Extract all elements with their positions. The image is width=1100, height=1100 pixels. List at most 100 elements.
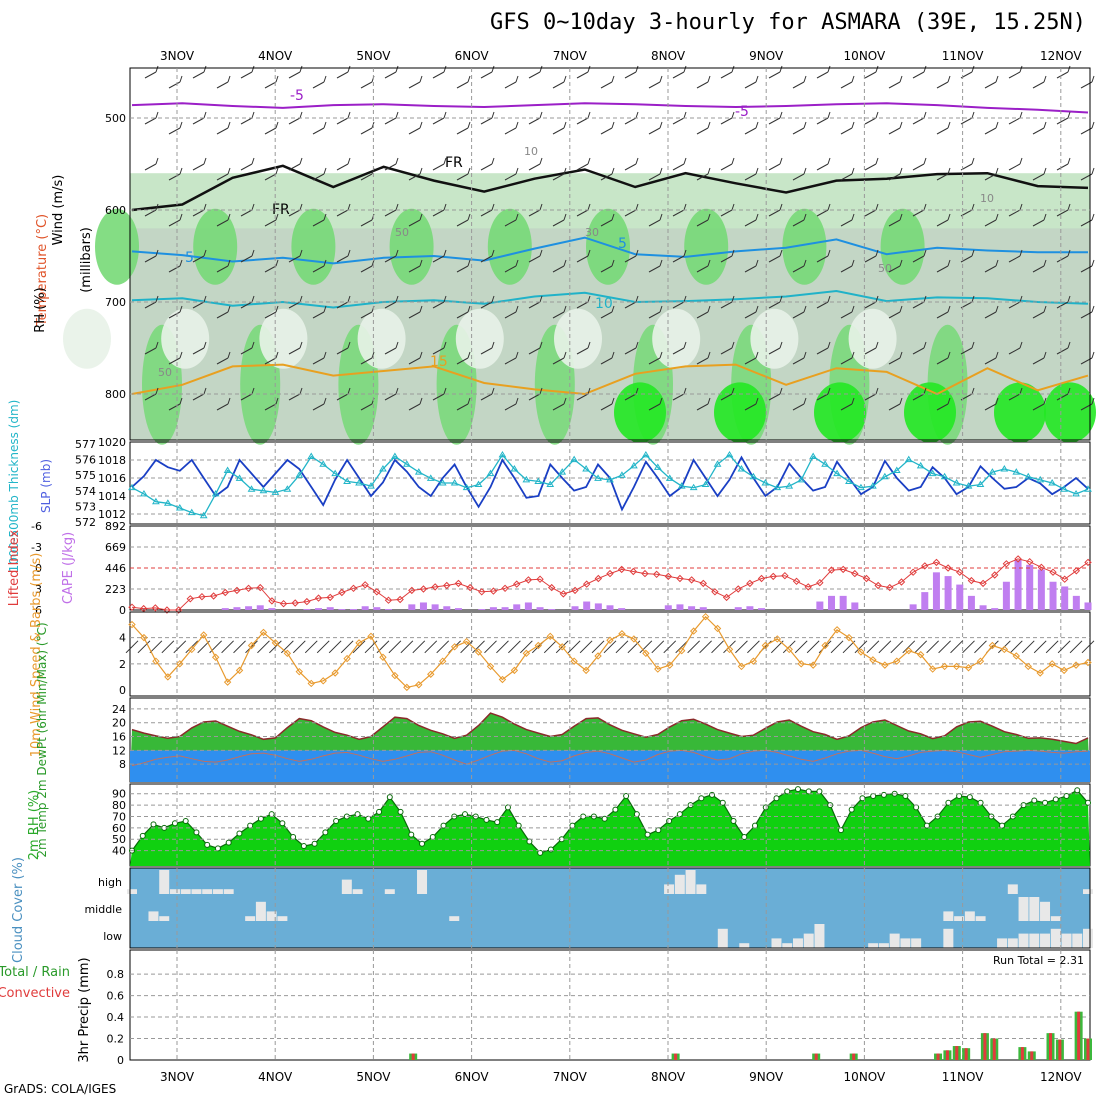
wind-barb: [971, 157, 975, 165]
rh-marker: [623, 792, 630, 799]
wind-barb: [480, 255, 493, 263]
rh-marker: [655, 827, 662, 834]
wind-barb: [515, 213, 519, 221]
wind-barb: [552, 173, 565, 181]
slp-frame: [129, 441, 1091, 525]
wind-barb: [747, 640, 760, 654]
wind-barb: [192, 255, 205, 263]
rh-blob-light: [455, 308, 504, 369]
wind-barb: [971, 203, 975, 211]
wind-barb: [888, 311, 901, 319]
wind-barb: [672, 163, 685, 171]
cloud-layer-label: high: [98, 876, 122, 889]
thickness-marker: [749, 472, 758, 480]
wind-barb: [624, 209, 637, 217]
wind-barb: [755, 121, 759, 129]
wind-barb: [456, 81, 469, 89]
wind-barb: [1045, 640, 1059, 654]
lifted-index-marker: [816, 578, 824, 587]
wind-barb: [936, 173, 949, 181]
wind-barb: [683, 65, 687, 73]
wind-speed-marker: [845, 633, 853, 642]
rh-units-label: RH (%): [33, 287, 48, 332]
wind-barb: [347, 111, 351, 119]
wind-barb: [360, 403, 373, 411]
wind-barb: [395, 203, 399, 211]
wind-barb: [1032, 357, 1045, 365]
wind-barb: [552, 357, 565, 365]
wind-barb: [1008, 255, 1021, 263]
wind-barb: [323, 259, 327, 267]
wind-barb: [491, 111, 495, 119]
wind-barb: [504, 357, 517, 365]
slp-axis-label: SLP (mb): [39, 459, 53, 513]
wind-barb: [312, 81, 325, 89]
wind-barb: [563, 167, 567, 175]
lifted-index-marker: [699, 579, 707, 588]
rh-blob-light: [554, 308, 602, 369]
wind-barb: [1008, 347, 1021, 355]
cloud-cell: [1083, 928, 1093, 948]
wind-speed-marker: [247, 641, 256, 650]
wind-barb: [792, 265, 805, 273]
lifted-index-marker: [1026, 557, 1034, 566]
wind-barb: [155, 295, 159, 303]
wind-barb: [552, 219, 565, 227]
wind-speed-marker: [606, 636, 614, 644]
wind-barb: [587, 111, 591, 119]
wind-barb: [576, 209, 589, 217]
wind-barb: [491, 203, 495, 211]
wind-barb: [816, 301, 829, 309]
rh-tick: 80: [112, 799, 126, 812]
wind-barb: [179, 397, 183, 405]
lifted-index-marker: [128, 603, 136, 611]
thickness-marker: [916, 461, 925, 469]
wind-barb: [851, 167, 855, 175]
wind-barb: [768, 347, 781, 355]
cape-bar: [944, 576, 952, 610]
wind-barb: [419, 121, 423, 129]
wind-barb: [480, 163, 493, 171]
wind-barb: [816, 393, 829, 401]
wind-speed-marker: [821, 641, 829, 650]
precip-conv-bar: [964, 1048, 968, 1060]
cloud-bg: [130, 868, 1090, 948]
lifted-index-marker: [1072, 567, 1081, 575]
wind-barb: [659, 305, 663, 313]
wind-barb: [744, 403, 757, 411]
wind-barb: [299, 341, 303, 349]
wind-barb: [936, 403, 949, 411]
wind-barb: [960, 347, 973, 355]
wind-barb: [539, 157, 543, 165]
wind-speed-marker: [594, 652, 602, 660]
wind-barb: [995, 213, 999, 221]
rh-contour-label: 10: [980, 192, 994, 205]
wind-barb: [803, 351, 807, 359]
rh-marker: [150, 821, 157, 828]
rh-marker: [709, 791, 716, 798]
wind-barb: [624, 347, 637, 355]
lifted-index-marker: [769, 572, 777, 581]
isotherm-line: [131, 289, 1089, 309]
wind-barb: [816, 255, 829, 263]
cape-bar: [851, 602, 859, 610]
rh-marker: [730, 818, 737, 825]
rh-marker: [794, 786, 801, 793]
precip-tick: 0.4: [107, 1011, 125, 1024]
rh-marker: [236, 830, 243, 837]
rh-tick: 90: [112, 788, 126, 801]
rh-contour-label: 10: [524, 145, 538, 158]
wind-barb: [563, 351, 567, 359]
date-tick-bottom: 10NOV: [844, 1070, 886, 1084]
wind-barb: [659, 121, 663, 129]
thickness-marker: [606, 475, 614, 483]
wind-speed-marker: [677, 647, 686, 655]
wind-barb: [720, 209, 733, 217]
cape-bar: [664, 605, 672, 610]
wind-speed-marker: [761, 641, 770, 650]
wind-barb: [395, 249, 399, 257]
run-total-label: Run Total = 2.31: [993, 954, 1084, 967]
wind-barb: [1043, 259, 1047, 267]
rh-marker: [837, 827, 844, 834]
wind-barb: [864, 117, 877, 125]
